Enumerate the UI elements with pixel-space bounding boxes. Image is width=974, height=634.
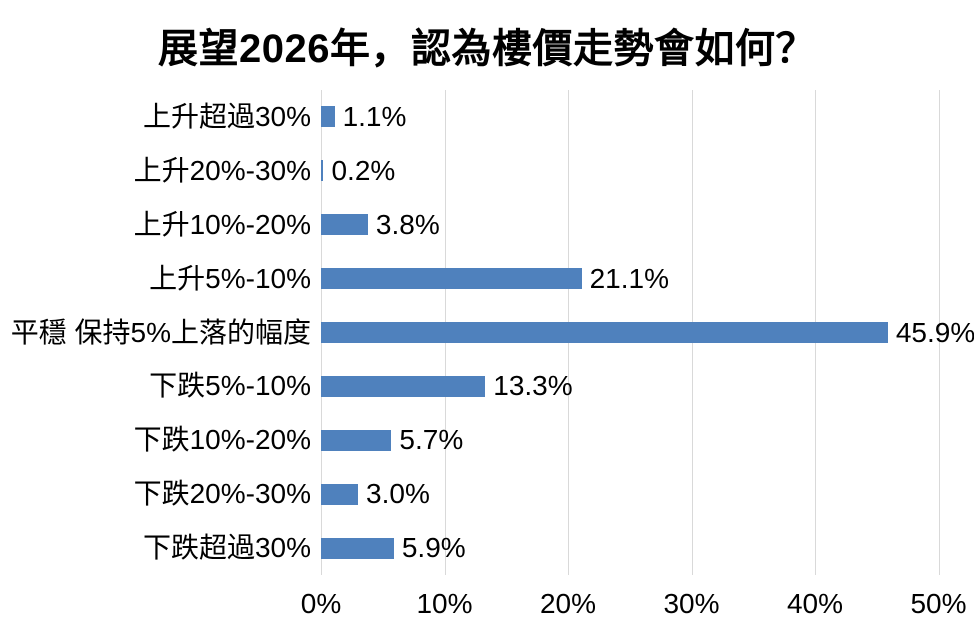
x-tick-label: 10% — [416, 588, 473, 619]
bar — [321, 106, 335, 128]
x-tick-label: 50% — [910, 588, 967, 619]
x-tick-label: 0% — [300, 588, 342, 619]
value-label: 1.1% — [342, 100, 407, 132]
value-label: 5.9% — [401, 532, 466, 564]
category-label: 上升20%-30% — [133, 154, 311, 186]
value-label: 5.7% — [399, 424, 464, 456]
value-label: 3.0% — [366, 478, 430, 510]
chart-title: 展望2026年，認為樓價走勢會如何？ — [158, 27, 816, 71]
value-label: 0.2% — [331, 154, 396, 186]
value-label: 45.9% — [895, 316, 974, 348]
bar — [321, 429, 392, 451]
category-label: 下跌20%-30% — [133, 478, 311, 510]
bar — [321, 375, 486, 397]
bar — [321, 214, 368, 236]
category-label: 上升10%-20% — [133, 208, 311, 240]
bar — [321, 483, 359, 505]
x-tick-label: 30% — [663, 588, 720, 619]
value-label: 21.1% — [589, 262, 669, 294]
category-label: 平穩 保持5%上落的幅度 — [10, 316, 311, 348]
bar — [321, 160, 324, 182]
x-tick-label: 20% — [539, 588, 597, 619]
bar — [321, 537, 394, 559]
value-label: 3.8% — [375, 208, 440, 240]
bar — [321, 268, 582, 290]
category-label: 下跌10%-20% — [133, 424, 311, 456]
bar — [321, 322, 888, 343]
category-label: 上升超過30% — [142, 100, 311, 132]
value-label: 13.3% — [493, 370, 573, 402]
category-label: 下跌超過30% — [142, 532, 311, 564]
category-label: 下跌5%-10% — [149, 370, 311, 402]
gridline-50% — [938, 90, 940, 575]
x-tick-label: 40% — [786, 588, 844, 619]
category-label: 上升5%-10% — [149, 262, 311, 294]
